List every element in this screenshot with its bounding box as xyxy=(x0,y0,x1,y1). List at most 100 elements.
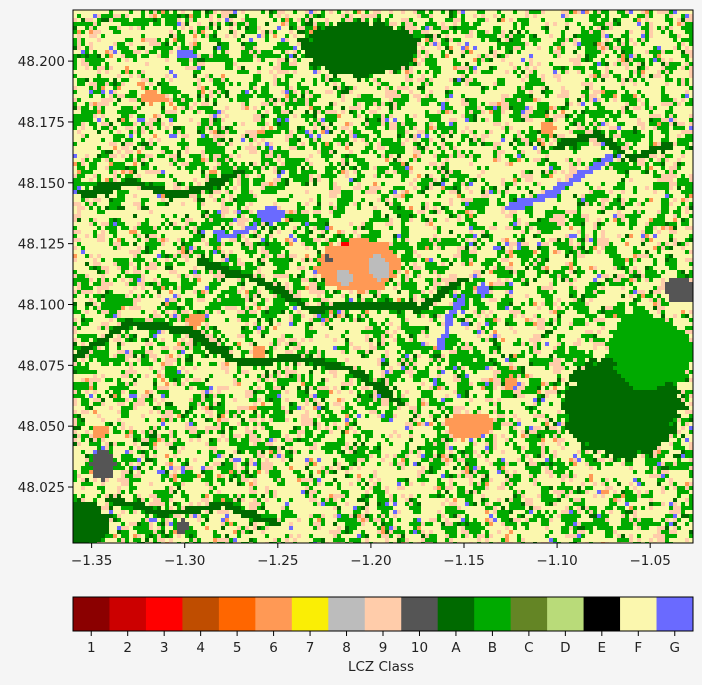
lcz-cell-9 xyxy=(385,198,389,202)
lcz-cell-9 xyxy=(329,10,333,14)
lcz-cell-B xyxy=(485,166,489,170)
lcz-cell-A xyxy=(449,10,453,14)
lcz-cell-9 xyxy=(113,178,117,182)
lcz-cell-9 xyxy=(241,134,245,138)
lcz-cell-6 xyxy=(621,54,625,58)
lcz-cell-6 xyxy=(285,94,289,98)
lcz-cell-F xyxy=(245,34,257,38)
lcz-cell-B xyxy=(137,178,141,182)
lcz-cell-B xyxy=(121,238,125,242)
lcz-cell-F xyxy=(457,110,465,114)
lcz-cell-F xyxy=(109,118,117,122)
lcz-cell-F xyxy=(281,26,289,30)
lcz-cell-9 xyxy=(265,162,269,166)
lcz-cell-A xyxy=(677,242,681,246)
lcz-cell-B xyxy=(485,142,493,146)
lcz-cell-F xyxy=(433,54,441,58)
lcz-cell-F xyxy=(597,246,601,250)
lcz-cell-A xyxy=(345,86,349,90)
lcz-cell-F xyxy=(257,30,261,34)
lcz-cell-G xyxy=(257,34,261,38)
lcz-cell-9 xyxy=(605,122,609,126)
lcz-cell-6 xyxy=(133,162,137,166)
lcz-cell-F xyxy=(653,26,657,30)
lcz-cell-F xyxy=(581,178,621,182)
lcz-cell-B xyxy=(489,238,493,242)
lcz-cell-F xyxy=(393,218,401,222)
lcz-cell-F xyxy=(201,10,205,14)
lcz-cell-F xyxy=(585,114,589,118)
lcz-cell-B xyxy=(285,242,289,246)
lcz-cell-B xyxy=(257,170,261,174)
lcz-cell-F xyxy=(625,206,661,210)
lcz-cell-9 xyxy=(633,42,637,46)
lcz-cell-F xyxy=(633,74,637,78)
lcz-cell-F xyxy=(257,106,261,110)
lcz-cell-F xyxy=(529,186,541,190)
lcz-cell-F xyxy=(605,190,609,194)
lcz-cell-F xyxy=(565,34,573,38)
lcz-cell-9 xyxy=(121,146,129,150)
lcz-cell-G xyxy=(473,234,477,238)
lcz-cell-9 xyxy=(429,122,433,126)
lcz-cell-B xyxy=(229,190,233,194)
lcz-cell-B xyxy=(321,26,325,30)
lcz-cell-6 xyxy=(129,170,133,174)
lcz-cell-F xyxy=(225,82,229,86)
lcz-cell-B xyxy=(265,98,269,102)
lcz-cell-F xyxy=(681,62,685,66)
lcz-cell-F xyxy=(529,66,533,70)
lcz-cell-A xyxy=(157,118,161,122)
lcz-cell-F xyxy=(661,230,669,234)
lcz-cell-B xyxy=(245,102,249,106)
lcz-cell-F xyxy=(429,146,437,150)
lcz-cell-B xyxy=(653,54,657,58)
lcz-cell-F xyxy=(581,210,597,214)
lcz-cell-A xyxy=(177,154,181,158)
lcz-cell-B xyxy=(201,174,205,178)
lcz-cell-9 xyxy=(565,158,569,162)
lcz-cell-F xyxy=(413,182,417,186)
lcz-cell-F xyxy=(685,122,689,126)
lcz-cell-B xyxy=(205,146,225,150)
lcz-cell-F xyxy=(349,158,353,162)
lcz-cell-G xyxy=(601,142,605,146)
lcz-cell-9 xyxy=(277,154,281,158)
lcz-cell-F xyxy=(377,150,385,154)
lcz-cell-B xyxy=(593,22,605,26)
lcz-cell-B xyxy=(73,90,77,94)
lcz-cell-F xyxy=(305,166,309,170)
lcz-cell-9 xyxy=(89,34,97,38)
lcz-cell-9 xyxy=(473,134,477,138)
lcz-cell-9 xyxy=(429,182,433,186)
lcz-cell-F xyxy=(321,206,329,210)
lcz-cell-F xyxy=(185,38,193,42)
lcz-cell-A xyxy=(325,26,393,30)
lcz-cell-9 xyxy=(221,198,225,202)
lcz-cell-B xyxy=(165,18,177,22)
lcz-cell-9 xyxy=(213,154,221,158)
lcz-cell-9 xyxy=(429,14,433,18)
lcz-cell-F xyxy=(261,230,269,234)
lcz-cell-B xyxy=(397,126,405,130)
lcz-cell-A xyxy=(537,142,541,146)
lcz-cell-9 xyxy=(505,190,509,194)
lcz-cell-9 xyxy=(441,162,445,166)
lcz-cell-B xyxy=(145,218,149,222)
lcz-cell-F xyxy=(201,110,205,114)
lcz-cell-F xyxy=(177,118,189,122)
lcz-cell-6 xyxy=(289,242,293,246)
lcz-cell-9 xyxy=(289,238,293,242)
lcz-cell-F xyxy=(669,158,677,162)
lcz-cell-B xyxy=(137,114,145,118)
lcz-cell-B xyxy=(401,238,405,242)
lcz-cell-F xyxy=(617,118,637,122)
lcz-cell-F xyxy=(545,146,549,150)
lcz-cell-F xyxy=(261,110,265,114)
lcz-cell-B xyxy=(593,230,597,234)
lcz-cell-9 xyxy=(237,182,241,186)
lcz-cell-F xyxy=(245,162,249,166)
lcz-cell-F xyxy=(485,138,501,142)
lcz-cell-B xyxy=(425,70,429,74)
lcz-cell-B xyxy=(149,158,153,162)
